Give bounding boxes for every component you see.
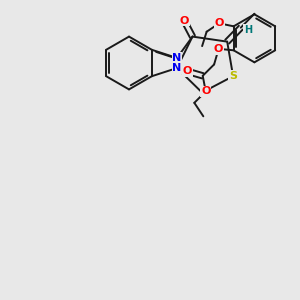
Text: O: O	[179, 16, 189, 26]
Text: O: O	[182, 66, 192, 76]
Text: H: H	[244, 25, 252, 34]
Text: O: O	[214, 18, 224, 28]
Text: N: N	[172, 63, 182, 73]
Text: O: O	[214, 44, 223, 54]
Text: O: O	[201, 86, 210, 96]
Text: N: N	[172, 53, 182, 63]
Text: S: S	[229, 71, 237, 81]
